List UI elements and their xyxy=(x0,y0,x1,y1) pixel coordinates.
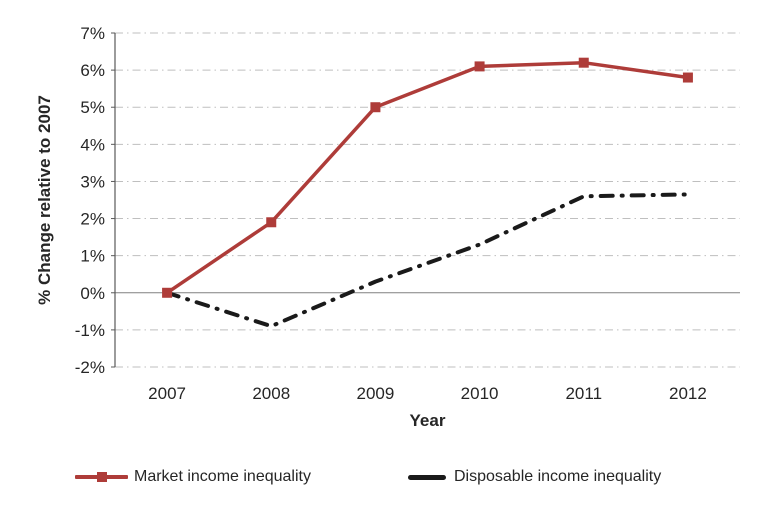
series-market-point-marker xyxy=(266,217,277,228)
y-tick-label: 3% xyxy=(80,172,105,191)
y-tick-label: 0% xyxy=(80,284,105,303)
x-tick-label: 2009 xyxy=(357,384,395,403)
y-tick-label: 2% xyxy=(80,210,105,229)
legend-label-market: Market income inequality xyxy=(134,468,311,485)
series-market-point-marker xyxy=(682,72,693,83)
series-line-market xyxy=(166,60,689,295)
y-tick-label: 7% xyxy=(80,24,105,43)
legend-swatch-disposable-dash-icon xyxy=(408,474,446,480)
series-market-point-marker xyxy=(162,287,173,298)
legend-item-disposable: Disposable income inequality xyxy=(408,465,661,489)
legend-swatch-market-square-marker-icon xyxy=(97,472,107,482)
y-tick-label: 6% xyxy=(80,61,105,80)
x-tick-label: 2008 xyxy=(252,384,290,403)
x-tick-label: 2007 xyxy=(148,384,186,403)
x-tick-label: 2010 xyxy=(461,384,499,403)
legend-swatch-market-line-icon xyxy=(75,472,128,482)
y-tick-label: -1% xyxy=(75,321,105,340)
legend: Market income inequality Disposable inco… xyxy=(0,465,768,491)
series-market-point-marker xyxy=(370,102,381,113)
y-tick-label: 5% xyxy=(80,98,105,117)
legend-label-disposable: Disposable income inequality xyxy=(454,468,662,485)
series-market-point-marker xyxy=(578,57,589,68)
y-tick-label: -2% xyxy=(75,358,105,377)
x-tick-label: 2011 xyxy=(565,384,602,403)
y-tick-label: 4% xyxy=(80,135,105,154)
x-axis-title: Year xyxy=(409,411,446,430)
x-tick-label: 2012 xyxy=(669,384,707,403)
series-market-point-marker xyxy=(474,61,485,72)
legend-item-market: Market income inequality xyxy=(75,465,311,489)
series-line-disposable xyxy=(165,192,690,329)
y-tick-label: 1% xyxy=(80,247,105,266)
